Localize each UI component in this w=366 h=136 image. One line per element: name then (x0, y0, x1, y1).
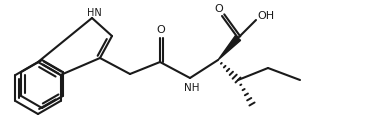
Text: OH: OH (257, 11, 274, 21)
Text: O: O (157, 25, 165, 35)
Text: O: O (214, 4, 223, 14)
Polygon shape (218, 36, 240, 60)
Text: HN: HN (87, 8, 101, 18)
Text: NH: NH (184, 83, 200, 93)
